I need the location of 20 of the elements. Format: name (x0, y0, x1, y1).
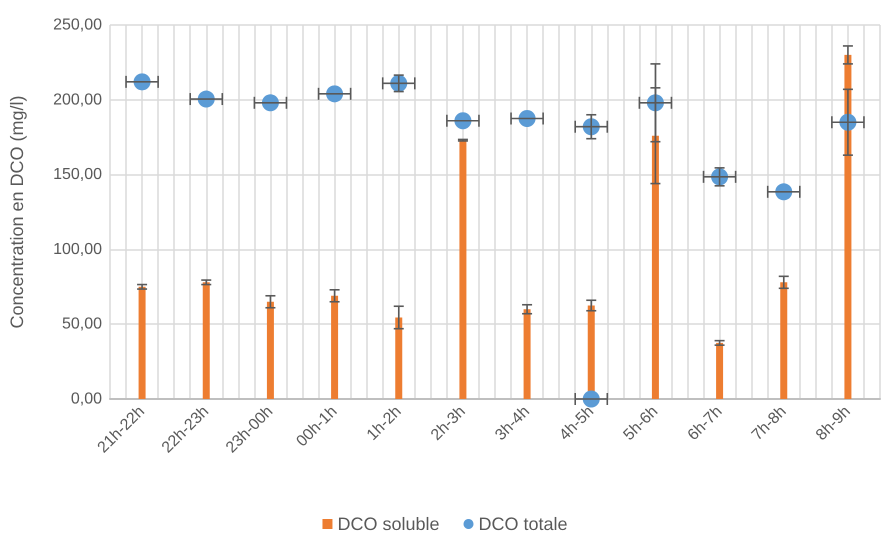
bar (716, 342, 724, 399)
bar (844, 54, 852, 399)
y-axis-title: Concentration en DCO (mg/l) (7, 95, 27, 329)
bar (266, 302, 274, 399)
bar (780, 282, 788, 399)
bar (331, 296, 338, 399)
bar (395, 317, 402, 399)
y-tick-label: 250,00 (53, 16, 102, 34)
y-tick-label: 50,00 (62, 316, 102, 333)
bar (202, 282, 210, 399)
bar (652, 136, 659, 399)
legend-label: DCO totale (478, 514, 568, 534)
y-tick-label: 150,00 (53, 166, 102, 184)
legend-label: DCO soluble (337, 514, 440, 534)
bar (459, 140, 466, 399)
bar (138, 286, 146, 399)
bar (524, 309, 531, 399)
y-tick-label: 200,00 (53, 91, 102, 108)
y-tick-label: 100,00 (53, 240, 102, 258)
y-tick-label: 0,00 (70, 390, 102, 408)
